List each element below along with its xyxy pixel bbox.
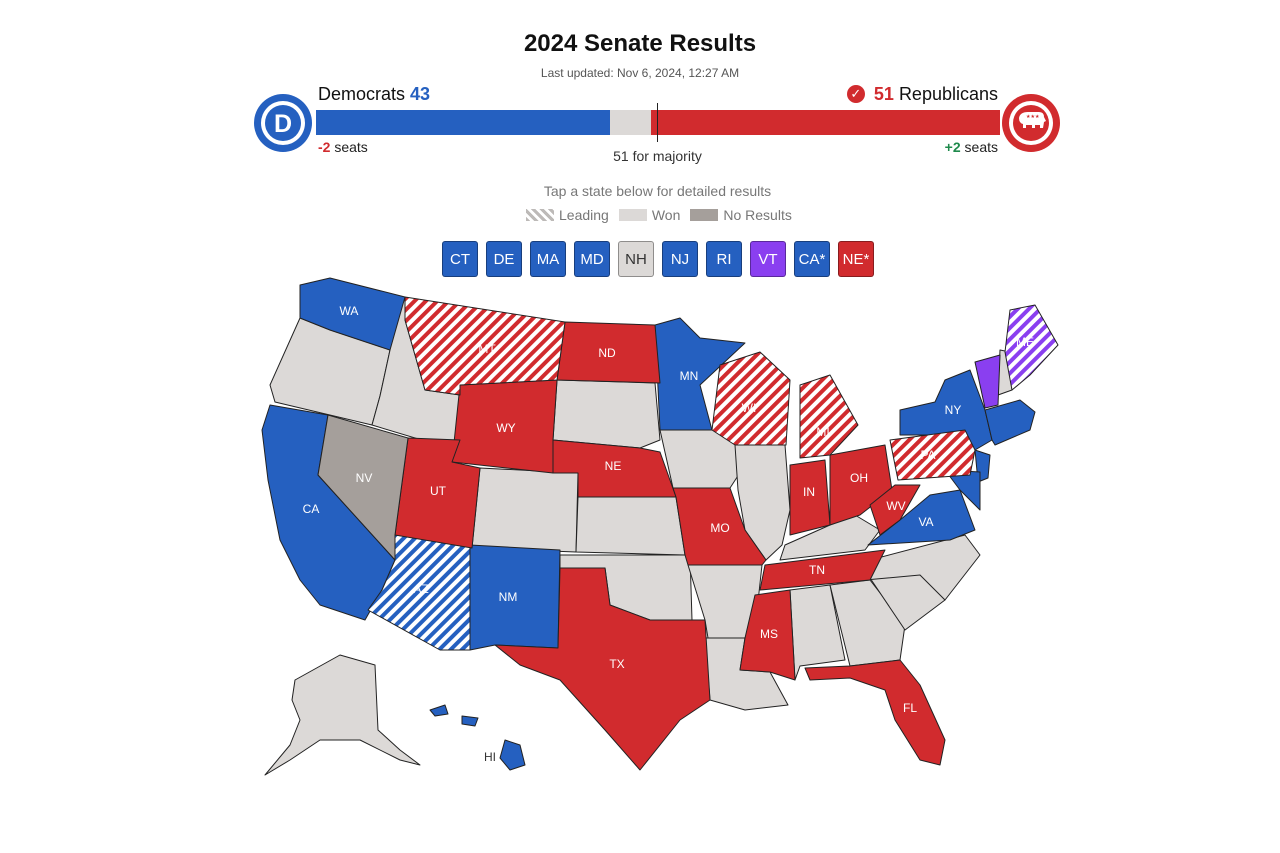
legend-leading-label: Leading [559, 207, 609, 223]
state-ak[interactable] [264, 654, 421, 776]
state-az[interactable] [367, 534, 471, 651]
state-nv[interactable] [317, 414, 409, 561]
state-button-ct[interactable]: CT [442, 241, 478, 277]
state-tx[interactable] [494, 567, 711, 771]
state-button-nj[interactable]: NJ [662, 241, 698, 277]
label-ms: MS [760, 627, 778, 641]
legend-no-results-swatch [690, 209, 719, 221]
state-mi[interactable] [799, 374, 859, 459]
state-hi-islands[interactable] [429, 704, 449, 717]
legend-won-swatch [618, 209, 647, 221]
label-wy: WY [496, 421, 515, 435]
democrat-logo-icon: D [254, 94, 312, 152]
majority-marker [657, 103, 658, 142]
democrats-header: Democrats 43 [318, 84, 430, 105]
democrat-logo-letter: D [274, 110, 292, 138]
state-button-ca-special[interactable]: CA* [794, 241, 830, 277]
map-legend: Leading Won No Results [526, 207, 802, 223]
majority-label: 51 for majority [613, 148, 702, 164]
state-button-vt[interactable]: VT [750, 241, 786, 277]
label-wi: WI [742, 401, 757, 415]
republicans-change-suffix: seats [964, 139, 998, 155]
state-hi[interactable] [499, 739, 526, 771]
page-title: 2024 Senate Results [523, 30, 757, 57]
legend-no-results: No Results [690, 207, 792, 223]
tap-hint: Tap a state below for detailed results [543, 183, 772, 199]
state-button-ma[interactable]: MA [530, 241, 566, 277]
state-vt[interactable] [974, 354, 1001, 409]
label-va: VA [918, 515, 933, 529]
democrats-seat-bar [316, 110, 610, 135]
democrats-change-value: -2 [318, 139, 331, 155]
label-nv: NV [356, 471, 373, 485]
state-il[interactable] [734, 444, 791, 561]
state-pa[interactable] [889, 429, 976, 481]
state-wa[interactable] [299, 277, 406, 351]
winner-check-icon: ✓ [846, 85, 865, 103]
republicans-header: ✓ 51 Republicans [846, 84, 998, 105]
legend-won: Won [618, 207, 681, 223]
legend-won-label: Won [651, 207, 681, 223]
label-ne: NE [605, 459, 622, 473]
state-wi[interactable] [711, 351, 791, 446]
state-sd[interactable] [552, 379, 661, 449]
label-mt: MT [478, 342, 496, 356]
state-ne-cluster[interactable] [984, 399, 1036, 446]
label-nm: NM [499, 590, 518, 604]
republicans-seat-change: +2 seats [945, 139, 998, 155]
state-ne[interactable] [552, 439, 677, 498]
state-hi-islands-2[interactable] [461, 715, 479, 727]
label-wa: WA [340, 304, 359, 318]
undecided-seat-bar [610, 110, 651, 135]
label-oh: OH [850, 471, 868, 485]
democrats-seat-change: -2 seats [318, 139, 368, 155]
state-button-de[interactable]: DE [486, 241, 522, 277]
state-tn[interactable] [759, 549, 886, 591]
state-button-md[interactable]: MD [574, 241, 610, 277]
state-button-nh[interactable]: NH [618, 241, 654, 277]
label-wv: WV [886, 499, 905, 513]
state-ms[interactable] [739, 589, 796, 681]
label-tn: TN [809, 563, 825, 577]
democrats-label: Democrats [318, 84, 406, 104]
small-states-buttons: CT DE MA MD NH NJ RI VT CA* NE* [442, 241, 882, 277]
state-button-ri[interactable]: RI [706, 241, 742, 277]
label-mo: MO [710, 521, 729, 535]
republican-elephant-icon: ★★★ [1002, 94, 1060, 152]
label-ca: CA [303, 502, 320, 516]
state-ks[interactable] [575, 496, 686, 556]
label-mn: MN [680, 369, 699, 383]
state-co[interactable] [471, 467, 579, 553]
label-az: AZ [413, 582, 428, 596]
state-mt[interactable] [404, 296, 566, 396]
label-ut: UT [430, 484, 447, 498]
last-updated: Last updated: Nov 6, 2024, 12:27 AM [540, 66, 740, 80]
state-me[interactable] [1004, 304, 1059, 391]
democrats-seat-count: 43 [410, 84, 431, 104]
legend-leading-swatch [526, 209, 554, 221]
republicans-seat-bar [651, 110, 1000, 135]
democrats-change-suffix: seats [334, 139, 368, 155]
label-hi: HI [484, 750, 496, 764]
label-in: IN [803, 485, 815, 499]
state-fl[interactable] [804, 659, 946, 766]
state-button-ne-special[interactable]: NE* [838, 241, 874, 277]
republicans-change-value: +2 [944, 139, 961, 155]
label-fl: FL [903, 701, 917, 715]
label-ny: NY [945, 403, 962, 417]
label-pa: PA [920, 448, 935, 462]
label-tx: TX [609, 657, 624, 671]
republicans-seat-count: 51 [873, 84, 894, 104]
state-mo[interactable] [672, 487, 767, 566]
svg-text:★★★: ★★★ [1026, 114, 1040, 120]
label-nd: ND [598, 346, 616, 360]
legend-no-results-label: No Results [723, 207, 792, 223]
state-wv[interactable] [869, 484, 921, 536]
republicans-label: Republicans [898, 84, 998, 104]
label-me: ME [1016, 335, 1034, 349]
label-mi: MI [816, 425, 829, 439]
legend-leading: Leading [526, 207, 609, 223]
